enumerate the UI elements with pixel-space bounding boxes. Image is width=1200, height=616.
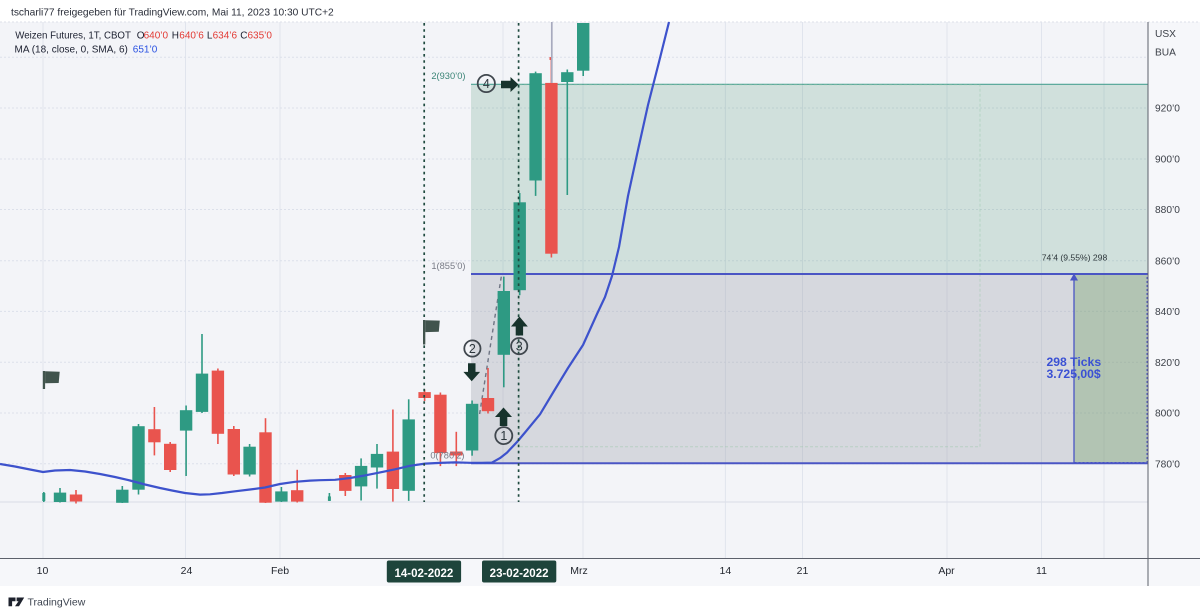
svg-text:H: H	[172, 31, 179, 42]
svg-text:USX: USX	[1155, 29, 1176, 40]
svg-text:1: 1	[500, 429, 507, 443]
svg-text:10: 10	[37, 565, 49, 577]
svg-text:Mrz: Mrz	[570, 565, 588, 577]
svg-text:860’0: 860’0	[1155, 256, 1180, 267]
svg-text:23-02-2022: 23-02-2022	[490, 568, 549, 580]
svg-text:780’0: 780’0	[1155, 460, 1180, 471]
svg-text:800’0: 800’0	[1155, 409, 1180, 420]
svg-text:634’6: 634’6	[213, 31, 238, 42]
svg-text:11: 11	[1036, 565, 1047, 577]
svg-text:74’4 (9.55%) 298: 74’4 (9.55%) 298	[1042, 252, 1108, 262]
svg-text:24: 24	[181, 565, 193, 577]
svg-text:651’0: 651’0	[133, 44, 158, 55]
svg-text:14: 14	[720, 565, 732, 577]
svg-text:1(855’0): 1(855’0)	[431, 261, 465, 271]
svg-text:TradingView: TradingView	[28, 596, 86, 608]
svg-text:21: 21	[797, 565, 809, 577]
svg-text:BUA: BUA	[1155, 48, 1176, 59]
svg-text:L: L	[207, 31, 213, 42]
svg-text:635’0: 635’0	[248, 31, 273, 42]
svg-text:Apr: Apr	[938, 565, 955, 577]
svg-text:0(780’2): 0(780’2)	[430, 450, 464, 460]
svg-text:900’0: 900’0	[1155, 155, 1180, 166]
svg-text:920’0: 920’0	[1155, 104, 1180, 115]
svg-text:2(930’0): 2(930’0)	[431, 71, 465, 81]
svg-text:298 Ticks: 298 Ticks	[1046, 355, 1101, 369]
svg-text:840’0: 840’0	[1155, 307, 1180, 318]
svg-text:640’0: 640’0	[144, 31, 169, 42]
svg-text:820’0: 820’0	[1155, 358, 1180, 369]
svg-text:Feb: Feb	[271, 565, 289, 577]
svg-text:tscharli77 freigegeben für Tra: tscharli77 freigegeben für TradingView.c…	[11, 8, 334, 19]
svg-text:Weizen Futures, 1T, CBOT: Weizen Futures, 1T, CBOT	[15, 31, 131, 42]
svg-text:880’0: 880’0	[1155, 205, 1180, 216]
svg-text:3: 3	[516, 339, 523, 353]
svg-text:MA (18, close, 0, SMA, 6): MA (18, close, 0, SMA, 6)	[15, 44, 128, 55]
svg-text:O: O	[137, 31, 145, 42]
svg-text:2: 2	[469, 342, 476, 356]
svg-text:14-02-2022: 14-02-2022	[394, 568, 453, 580]
svg-text:640’6: 640’6	[179, 31, 204, 42]
svg-text:3.725,00$: 3.725,00$	[1046, 367, 1100, 381]
svg-text:C: C	[240, 31, 247, 42]
svg-text:4: 4	[483, 77, 490, 91]
